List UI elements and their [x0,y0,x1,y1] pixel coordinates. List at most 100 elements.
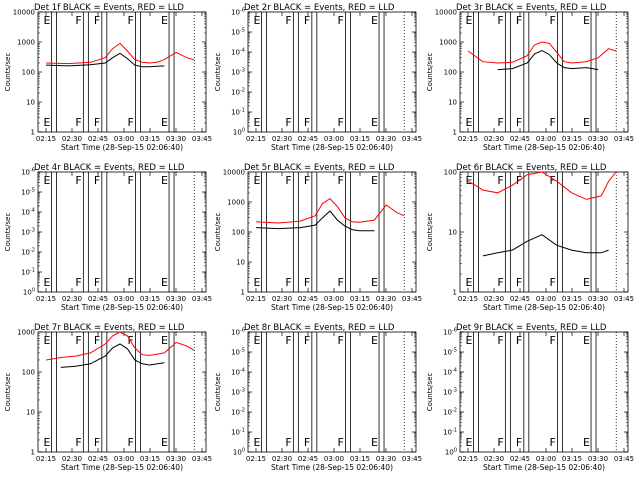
x-tick-label: 02:45 [298,295,318,303]
y-tick-label-exp: 0 [242,448,245,454]
marker-label: E [583,116,590,129]
x-tick-label: 03:30 [376,135,396,143]
x-tick-label: 02:30 [484,455,504,463]
y-tick-label: 100 [232,229,245,237]
y-axis-label: Counts/sec [4,213,12,252]
marker-label: E [371,276,378,289]
marker-label: E [43,276,50,289]
series-line-lld [467,41,617,64]
y-tick-label-exp: -5 [452,348,457,354]
x-tick-label: 03:30 [588,455,608,463]
y-tick-label-base: 10 [231,429,240,437]
y-tick-label-base: 10 [231,29,240,37]
marker-label: F [127,276,133,289]
x-tick-label: 02:15 [458,295,478,303]
y-tick-label-exp: -2 [240,88,245,94]
x-tick-label: 03:15 [350,135,370,143]
marker-label-top: F [127,174,133,187]
panel-title: Det 2r BLACK = Events, RED = LLD [244,3,395,13]
marker-label: E [161,116,168,129]
marker-label-top: E [43,14,50,27]
y-tick-label-exp: -1 [240,428,245,434]
x-tick-label: 03:30 [166,135,186,143]
y-tick-label-base: 10 [231,49,240,57]
x-tick-label: 03:45 [402,135,422,143]
plot-frame [247,171,417,293]
marker-label-top: E [253,334,260,347]
y-tick-label-exp: -4 [452,368,457,374]
x-tick-label: 02:30 [62,135,82,143]
marker-label: F [304,116,310,129]
y-tick-label-base: 10 [443,369,452,377]
marker-label: E [43,436,50,449]
y-tick-label: 10-3 [231,68,245,77]
y-tick-label-base: 10 [233,129,242,137]
marker-label-top: E [465,334,472,347]
y-tick-label-exp: -1 [240,108,245,114]
plot-frame [247,11,417,133]
y-tick-label-exp: 0 [454,448,457,454]
marker-label-top: E [43,334,50,347]
x-axis-label: Start Time (28-Sep-15 02:06:40) [271,143,393,152]
y-tick-label-exp: -5 [30,188,35,194]
y-tick-label-base: 10 [231,89,240,97]
x-axis-label: Start Time (28-Sep-15 02:06:40) [483,463,605,472]
y-tick-label-exp: -3 [240,68,245,74]
marker-label: F [75,436,81,449]
marker-label-top: F [94,174,100,187]
marker-label: F [285,116,291,129]
y-tick-label-base: 10 [231,9,240,17]
y-tick-label: 100 [444,169,457,177]
x-tick-label: 02:30 [62,455,82,463]
marker-label-top: F [127,14,133,27]
x-tick-label: 03:15 [140,135,160,143]
marker-label-top: E [43,174,50,187]
x-tick-label: 02:30 [272,135,292,143]
x-tick-label: 02:30 [484,135,504,143]
y-tick-label-base: 10 [231,389,240,397]
marker-label: F [304,436,310,449]
marker-label: F [337,276,343,289]
y-tick-label: 10-6 [231,8,245,17]
y-tick-label: 10-2 [21,248,35,257]
marker-label-top: F [497,14,503,27]
marker-label: E [371,436,378,449]
x-tick-label: 02:15 [36,295,56,303]
marker-label-top: E [583,334,590,347]
marker-label: F [497,276,503,289]
y-axis-label: Counts/sec [214,213,222,252]
y-tick-label-exp: -6 [240,328,245,334]
marker-label-top: F [516,334,522,347]
x-tick-label: 03:00 [536,455,556,463]
marker-label-top: F [337,174,343,187]
y-tick-label: 10 [26,409,35,417]
marker-label: F [337,436,343,449]
marker-label-top: F [497,174,503,187]
y-tick-label: 10-4 [231,368,245,377]
y-tick-label-exp: -3 [240,388,245,394]
marker-label-top: F [75,174,81,187]
marker-label: F [94,276,100,289]
plot-frame [37,171,207,293]
y-tick-label: 10-2 [443,408,457,417]
y-tick-label-base: 10 [231,109,240,117]
y-tick-label: 1 [31,449,35,457]
y-tick-label: 10-1 [231,108,245,117]
y-tick-label: 100 [233,448,245,457]
x-tick-label: 02:45 [298,455,318,463]
y-tick-label-base: 10 [231,349,240,357]
x-tick-label: 02:15 [246,455,266,463]
x-tick-label: 03:30 [588,135,608,143]
plot-frame [37,11,207,133]
x-tick-label: 03:15 [350,295,370,303]
series-line-events [482,234,609,257]
panel-9: Det 9r BLACK = Events, RED = LLD10010-11… [426,323,634,472]
marker-label-top: F [337,334,343,347]
panel-6: Det 6r BLACK = Events, RED = LLD 1 10 100 Co… [426,163,634,312]
y-tick-label: 10-1 [21,268,35,277]
marker-label-top: F [75,14,81,27]
y-tick-label-exp: -6 [240,8,245,14]
marker-label-top: F [497,334,503,347]
x-tick-label: 02:45 [88,295,108,303]
y-tick-label-base: 10 [231,369,240,377]
